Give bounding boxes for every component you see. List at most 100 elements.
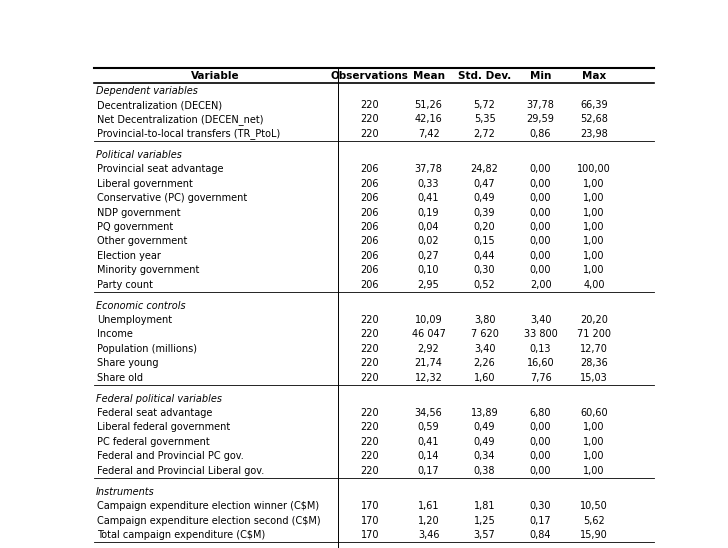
Text: 0,49: 0,49 bbox=[474, 423, 495, 432]
Text: 3,40: 3,40 bbox=[474, 344, 495, 354]
Text: 0,19: 0,19 bbox=[418, 208, 439, 218]
Text: 206: 206 bbox=[360, 251, 379, 261]
Text: 0,10: 0,10 bbox=[418, 265, 439, 275]
Text: 51,26: 51,26 bbox=[415, 100, 443, 110]
Text: 60,60: 60,60 bbox=[580, 408, 608, 418]
Text: 15,03: 15,03 bbox=[580, 373, 608, 383]
Text: 2,95: 2,95 bbox=[418, 279, 440, 290]
Text: 0,47: 0,47 bbox=[474, 179, 496, 189]
Text: Net Decentralization (DECEN_net): Net Decentralization (DECEN_net) bbox=[98, 114, 264, 125]
Text: Political variables: Political variables bbox=[95, 150, 181, 160]
Text: 42,16: 42,16 bbox=[415, 115, 443, 124]
Text: 7 620: 7 620 bbox=[471, 329, 499, 339]
Text: Conservative (PC) government: Conservative (PC) government bbox=[98, 193, 248, 203]
Text: Max: Max bbox=[582, 71, 606, 81]
Text: 0,00: 0,00 bbox=[530, 423, 551, 432]
Text: 0,84: 0,84 bbox=[530, 530, 551, 540]
Text: 2,72: 2,72 bbox=[474, 129, 496, 139]
Text: 2,92: 2,92 bbox=[418, 344, 440, 354]
Text: PC federal government: PC federal government bbox=[98, 437, 210, 447]
Text: 3,57: 3,57 bbox=[474, 530, 496, 540]
Text: Federal and Provincial PC gov.: Federal and Provincial PC gov. bbox=[98, 452, 244, 461]
Text: 20,20: 20,20 bbox=[580, 315, 608, 325]
Text: 0,27: 0,27 bbox=[418, 251, 440, 261]
Text: 220: 220 bbox=[360, 100, 379, 110]
Text: 1,61: 1,61 bbox=[418, 501, 439, 511]
Text: 0,49: 0,49 bbox=[474, 193, 495, 203]
Text: Share old: Share old bbox=[98, 373, 143, 383]
Text: 0,00: 0,00 bbox=[530, 236, 551, 247]
Text: 7,76: 7,76 bbox=[530, 373, 552, 383]
Text: Std. Dev.: Std. Dev. bbox=[458, 71, 511, 81]
Text: 0,38: 0,38 bbox=[474, 466, 495, 476]
Text: 3,40: 3,40 bbox=[530, 315, 551, 325]
Text: 1,00: 1,00 bbox=[583, 193, 604, 203]
Text: Min: Min bbox=[530, 71, 551, 81]
Text: 1,00: 1,00 bbox=[583, 452, 604, 461]
Text: 4,00: 4,00 bbox=[583, 279, 604, 290]
Text: Provincial-to-local transfers (TR_PtoL): Provincial-to-local transfers (TR_PtoL) bbox=[98, 128, 280, 139]
Text: 15,90: 15,90 bbox=[580, 530, 608, 540]
Text: 0,00: 0,00 bbox=[530, 222, 551, 232]
Text: Mean: Mean bbox=[413, 71, 445, 81]
Text: 0,00: 0,00 bbox=[530, 251, 551, 261]
Text: Party count: Party count bbox=[98, 279, 153, 290]
Text: 28,36: 28,36 bbox=[580, 358, 608, 368]
Text: 170: 170 bbox=[360, 530, 379, 540]
Text: Liberal federal government: Liberal federal government bbox=[98, 423, 231, 432]
Text: 5,62: 5,62 bbox=[583, 516, 605, 526]
Text: 0,86: 0,86 bbox=[530, 129, 551, 139]
Text: 206: 206 bbox=[360, 208, 379, 218]
Text: 0,33: 0,33 bbox=[418, 179, 439, 189]
Text: 6,80: 6,80 bbox=[530, 408, 551, 418]
Text: 0,00: 0,00 bbox=[530, 179, 551, 189]
Text: 0,44: 0,44 bbox=[474, 251, 495, 261]
Text: Campaign expenditure election winner (C$M): Campaign expenditure election winner (C$… bbox=[98, 501, 320, 511]
Text: 220: 220 bbox=[360, 344, 379, 354]
Text: 0,04: 0,04 bbox=[418, 222, 439, 232]
Text: 71 200: 71 200 bbox=[577, 329, 611, 339]
Text: 0,17: 0,17 bbox=[530, 516, 551, 526]
Text: 3,80: 3,80 bbox=[474, 315, 495, 325]
Text: Instruments: Instruments bbox=[95, 487, 154, 496]
Text: 206: 206 bbox=[360, 279, 379, 290]
Text: 0,30: 0,30 bbox=[474, 265, 495, 275]
Text: 0,41: 0,41 bbox=[418, 193, 439, 203]
Text: Share young: Share young bbox=[98, 358, 159, 368]
Text: 220: 220 bbox=[360, 315, 379, 325]
Text: 52,68: 52,68 bbox=[580, 115, 608, 124]
Text: 0,00: 0,00 bbox=[530, 466, 551, 476]
Text: 220: 220 bbox=[360, 129, 379, 139]
Text: 170: 170 bbox=[360, 501, 379, 511]
Text: Total campaign expenditure (C$M): Total campaign expenditure (C$M) bbox=[98, 530, 266, 540]
Text: 29,59: 29,59 bbox=[526, 115, 555, 124]
Text: 0,41: 0,41 bbox=[418, 437, 439, 447]
Text: 12,70: 12,70 bbox=[580, 344, 608, 354]
Text: Dependent variables: Dependent variables bbox=[95, 85, 197, 95]
Text: 10,50: 10,50 bbox=[580, 501, 608, 511]
Text: 24,82: 24,82 bbox=[471, 164, 499, 174]
Text: 206: 206 bbox=[360, 164, 379, 174]
Text: 206: 206 bbox=[360, 222, 379, 232]
Text: 0,00: 0,00 bbox=[530, 193, 551, 203]
Text: Other government: Other government bbox=[98, 236, 188, 247]
Text: Decentralization (DECEN): Decentralization (DECEN) bbox=[98, 100, 222, 110]
Text: 0,00: 0,00 bbox=[530, 437, 551, 447]
Text: Election year: Election year bbox=[98, 251, 161, 261]
Text: 0,02: 0,02 bbox=[418, 236, 440, 247]
Text: Provincial seat advantage: Provincial seat advantage bbox=[98, 164, 223, 174]
Text: 1,81: 1,81 bbox=[474, 501, 495, 511]
Text: 1,00: 1,00 bbox=[583, 222, 604, 232]
Text: 46 047: 46 047 bbox=[411, 329, 446, 339]
Text: 5,72: 5,72 bbox=[474, 100, 496, 110]
Text: Population (millions): Population (millions) bbox=[98, 344, 197, 354]
Text: 0,34: 0,34 bbox=[474, 452, 495, 461]
Text: Minority government: Minority government bbox=[98, 265, 199, 275]
Text: Campaign expenditure election second (C$M): Campaign expenditure election second (C$… bbox=[98, 516, 321, 526]
Text: 16,60: 16,60 bbox=[527, 358, 555, 368]
Text: 12,32: 12,32 bbox=[415, 373, 443, 383]
Text: 206: 206 bbox=[360, 265, 379, 275]
Text: 0,00: 0,00 bbox=[530, 164, 551, 174]
Text: 10,09: 10,09 bbox=[415, 315, 443, 325]
Text: 220: 220 bbox=[360, 115, 379, 124]
